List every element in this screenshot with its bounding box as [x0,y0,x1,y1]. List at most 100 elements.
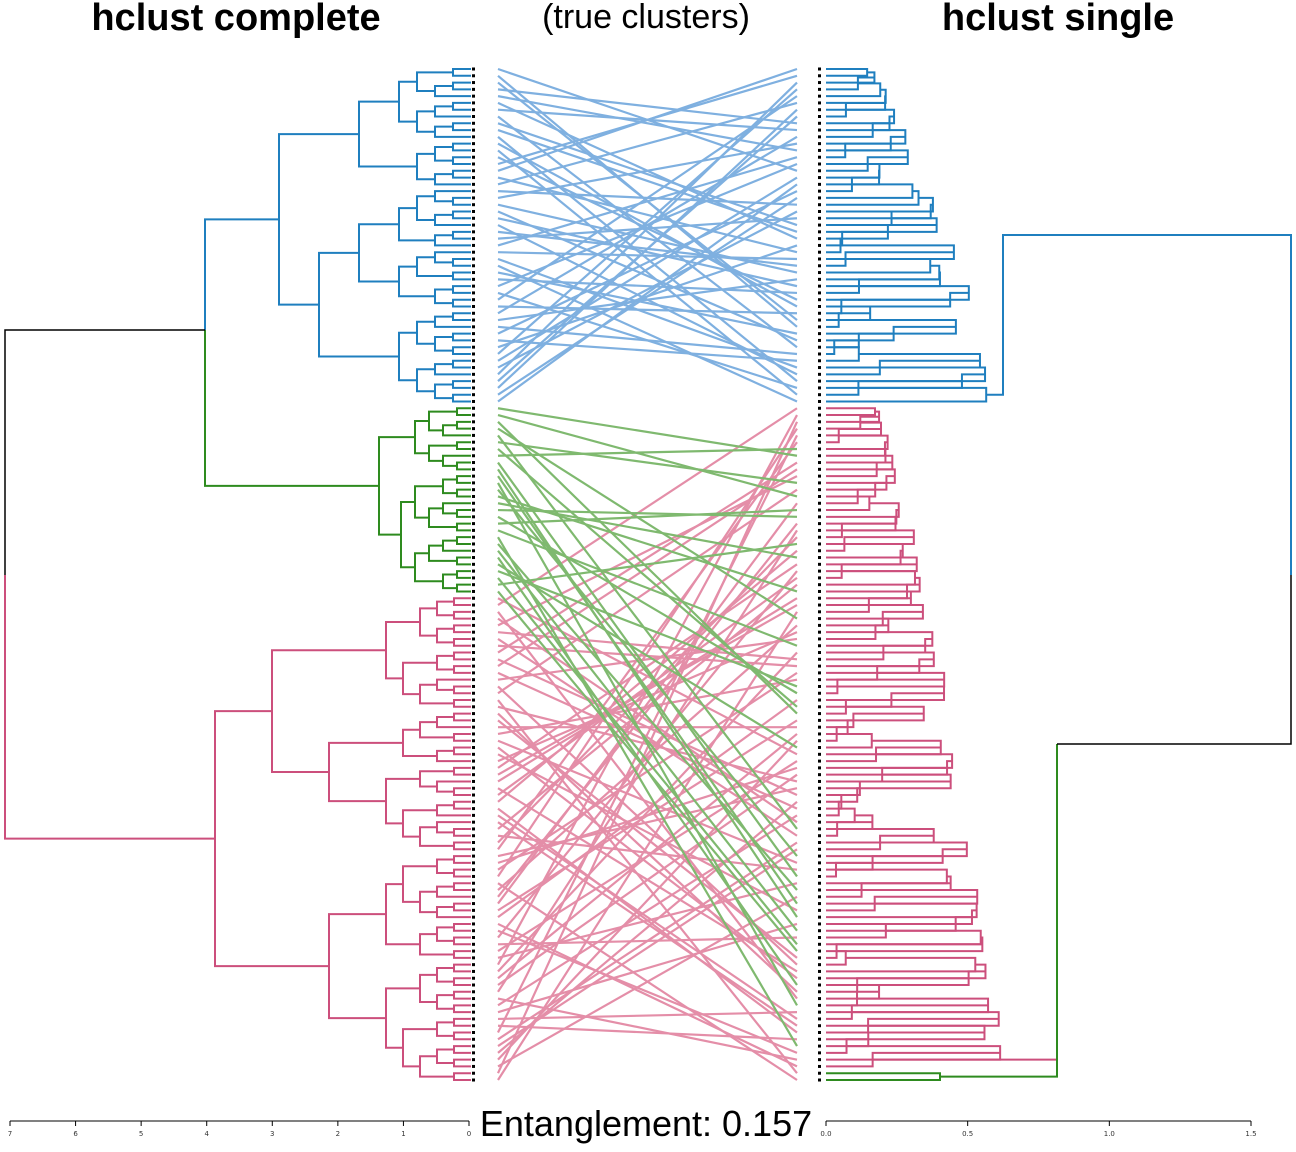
dendrogram-branch [826,604,924,620]
leaf-label-mark [818,501,821,505]
leaf-label-mark [472,542,475,546]
leaf-label-mark [472,1010,475,1014]
dendrogram-branch [434,383,453,400]
connector-line [497,997,798,1061]
dendrogram-branch [452,169,471,179]
leaf-label-mark [472,861,475,865]
leaf-label-mark [818,739,821,743]
dendrogram-branch [826,848,967,864]
leaf-label-mark [818,94,821,98]
leaf-label-mark [818,250,821,254]
dendrogram-branch [826,624,889,640]
leaf-label-mark [818,121,821,125]
leaf-label-mark [472,637,475,641]
connector-line [497,502,798,905]
leaf-label-mark [472,128,475,132]
dendrogram-branch [826,834,934,851]
connector-line [497,570,798,939]
dendrogram-branch [436,654,454,671]
leaf-label-mark [818,494,821,498]
axis-tick-label: 2 [336,1130,340,1138]
dendrogram-branch [436,994,454,1010]
leaf-label-mark [472,366,475,370]
connector-line [497,1011,798,1021]
leaf-label-mark [818,420,821,424]
leaf-label-mark [472,264,475,268]
leaf-label-mark [472,915,475,919]
connector-line [497,611,798,1000]
axis-tick-label: 4 [204,1130,209,1138]
dendrogram-branch [456,420,471,430]
connector-line [497,210,798,342]
dendrogram-branch [398,331,417,382]
dendrogram-branch [826,434,889,450]
leaf-label-mark [818,976,821,980]
dendrogram-branch [453,855,471,864]
dendrogram-branch [436,600,454,617]
leaf-label-mark [472,352,475,356]
connector-line [497,637,798,681]
leaf-label-mark [472,936,475,940]
leaf-label-mark [472,454,475,458]
leaf-label-mark [472,847,475,851]
leaf-label-mark [472,1078,475,1082]
dendrogram-branch [826,210,931,227]
leaf-label-mark [818,915,821,919]
leaf-label-mark [818,304,821,308]
connector-line [497,577,798,945]
dendrogram-branch [358,100,417,168]
leaf-label-mark [818,277,821,281]
dendrogram-branch [436,627,454,644]
dendrogram-branch [452,68,471,77]
dendrogram-branch [453,800,471,810]
leaf-label-mark [472,304,475,308]
dendrogram-branch [453,990,471,1000]
leaf-label-mark [472,895,475,899]
leaf-label-mark [818,766,821,770]
leaf-label-mark [472,467,475,471]
leaf-label-mark [818,705,821,709]
leaf-label-mark [472,732,475,736]
axis-tick-label: 0 [467,1130,471,1138]
connector-line [497,434,798,1033]
leaf-label-mark [818,718,821,722]
connector-line [497,482,798,1006]
leaf-label-mark [472,1064,475,1068]
leaf-label-mark [472,841,475,845]
leaf-label-mark [818,447,821,451]
leaf-label-mark [472,596,475,600]
dendrogram-branch [398,80,417,123]
leaf-label-mark [818,189,821,193]
connector-line [497,1024,798,1041]
dendrogram-branch [453,827,471,837]
leaf-label-mark [818,813,821,817]
connector-line [497,699,798,919]
connector-line [497,305,798,315]
dendrogram-branch [456,583,471,593]
dendrogram-branch [436,926,454,942]
leaf-label-mark [818,298,821,302]
connector-line [497,407,798,606]
dendrogram-branch [456,570,471,579]
dendrogram-branch [826,224,937,240]
leaf-label-mark [472,182,475,186]
leaf-label-mark [472,277,475,281]
leaf-label-mark [818,1017,821,1021]
leaf-label-mark [818,881,821,885]
leaf-label-mark [472,922,475,926]
connector-line [497,156,798,247]
leaf-label-mark [472,820,475,824]
connector-line [497,428,798,878]
dendrogram-branch [456,407,471,417]
leaf-label-mark [818,929,821,933]
leaf-label-mark [818,101,821,105]
connector-line [497,427,798,620]
leaf-label-mark [472,162,475,166]
leaf-label-mark [818,81,821,85]
connector-line [497,88,798,355]
leaf-label-mark [472,67,475,71]
leaf-label-mark [818,752,821,756]
dendrogram-branch [453,624,471,634]
leaf-label-mark [472,209,475,213]
leaf-label-mark [472,603,475,607]
